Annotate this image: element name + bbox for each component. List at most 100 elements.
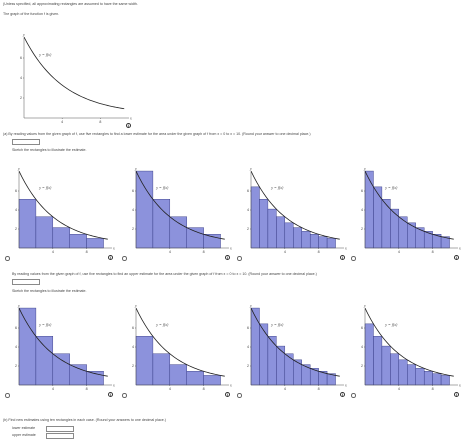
approximating-rectangle bbox=[267, 336, 277, 386]
y-tick-label: 6 bbox=[132, 326, 134, 330]
y-tick-label: 2 bbox=[247, 227, 249, 231]
function-label: y = f(x) bbox=[38, 322, 52, 327]
x-tick-label: 8 bbox=[86, 250, 88, 254]
approximating-rectangle bbox=[423, 371, 433, 386]
approximating-rectangle bbox=[390, 353, 400, 386]
function-curve bbox=[18, 307, 108, 377]
approximating-rectangle bbox=[152, 199, 171, 249]
option-graph: 6 4 2 4 8 y x y = f(x) bbox=[361, 303, 461, 391]
function-label: y = f(x) bbox=[270, 322, 284, 327]
x-axis-label: x bbox=[129, 116, 132, 121]
y-axis-label: y bbox=[17, 166, 20, 171]
y-tick-label: 6 bbox=[361, 189, 363, 193]
x-tick-label: 4 bbox=[169, 250, 171, 254]
option-graph: 6 4 2 4 8 y x y = f(x) bbox=[132, 303, 232, 391]
x-axis-label: x bbox=[458, 246, 461, 251]
approximating-rectangle bbox=[309, 234, 319, 249]
info-icon[interactable]: i bbox=[225, 255, 230, 260]
function-curve bbox=[364, 170, 454, 240]
approximating-rectangle bbox=[364, 323, 374, 386]
approximating-rectangle bbox=[52, 227, 70, 249]
y-tick-label: 4 bbox=[15, 345, 17, 349]
y-axis-label: y bbox=[249, 303, 252, 308]
info-icon[interactable]: i bbox=[108, 255, 113, 260]
function-curve bbox=[135, 307, 225, 377]
function-curve bbox=[250, 307, 340, 377]
approximating-rectangle bbox=[318, 236, 328, 249]
x-tick-label: 4 bbox=[169, 387, 171, 391]
approximating-rectangle bbox=[373, 186, 383, 249]
approximating-rectangle bbox=[373, 336, 383, 386]
approximating-rectangle bbox=[432, 373, 442, 386]
y-tick-label: 6 bbox=[247, 326, 249, 330]
approximating-rectangle bbox=[69, 234, 87, 249]
info-icon[interactable]: i bbox=[108, 392, 113, 397]
info-icon[interactable]: i bbox=[340, 392, 345, 397]
info-icon[interactable]: i bbox=[454, 392, 459, 397]
info-icon[interactable]: i bbox=[454, 255, 459, 260]
function-curve bbox=[18, 170, 108, 240]
y-axis-label: y bbox=[363, 166, 366, 171]
option-radio-button[interactable] bbox=[237, 393, 242, 398]
y-tick-label: 2 bbox=[20, 96, 22, 100]
part-c-question: (b) Find new estimates using ten rectang… bbox=[3, 418, 166, 422]
upper-estimate-input[interactable] bbox=[46, 433, 74, 439]
function-curve bbox=[364, 307, 454, 377]
option-radio-button[interactable] bbox=[351, 393, 356, 398]
part-a-question: (a) By reading values from the given gra… bbox=[3, 132, 311, 136]
info-icon[interactable]: i bbox=[340, 255, 345, 260]
option-graph: 6 4 2 4 8 y x y = f(x) bbox=[132, 166, 232, 254]
approximating-rectangle bbox=[326, 238, 336, 249]
approximating-rectangle bbox=[440, 375, 450, 386]
y-tick-label: 6 bbox=[15, 189, 17, 193]
y-tick-label: 4 bbox=[15, 208, 17, 212]
function-label: y = f(x) bbox=[38, 185, 52, 190]
info-icon[interactable]: i bbox=[126, 123, 131, 128]
part-a-answer-input[interactable] bbox=[12, 139, 40, 145]
y-tick-label: 6 bbox=[20, 56, 22, 60]
option-radio-button[interactable] bbox=[122, 393, 127, 398]
approximating-rectangle bbox=[169, 364, 187, 386]
option-radio-button[interactable] bbox=[5, 393, 10, 398]
x-tick-label: 4 bbox=[61, 120, 63, 124]
intro-note: (Unless specified, all approximating rec… bbox=[3, 2, 138, 6]
approximating-rectangle bbox=[276, 345, 286, 386]
function-curve bbox=[250, 170, 340, 240]
x-axis-label: x bbox=[458, 383, 461, 388]
approximating-rectangle bbox=[186, 371, 204, 386]
lower-estimate-input[interactable] bbox=[46, 426, 74, 432]
info-icon[interactable]: i bbox=[225, 392, 230, 397]
approximating-rectangle bbox=[364, 170, 374, 249]
option-graph: 6 4 2 4 8 y x y = f(x) bbox=[15, 303, 115, 391]
approximating-rectangle bbox=[267, 208, 277, 249]
x-tick-label: 8 bbox=[99, 120, 101, 124]
part-b-answer-input[interactable] bbox=[12, 279, 40, 285]
y-axis-label: y bbox=[363, 303, 366, 308]
option-radio-button[interactable] bbox=[5, 256, 10, 261]
part-b-sketch-prompt: Sketch the rectangles to illustrate the … bbox=[12, 289, 87, 293]
approximating-rectangle bbox=[35, 336, 54, 386]
function-curve bbox=[135, 170, 225, 240]
function-label: y = f(x) bbox=[270, 185, 284, 190]
option-radio-button[interactable] bbox=[122, 256, 127, 261]
part-b-question: By reading values from the given graph o… bbox=[12, 272, 317, 276]
option-graph: 6 4 2 4 8 y x y = f(x) bbox=[15, 166, 115, 254]
intro-graph-text: The graph of the function f is given. bbox=[3, 12, 60, 16]
approximating-rectangle bbox=[259, 199, 269, 249]
x-tick-label: 4 bbox=[398, 250, 400, 254]
approximating-rectangle bbox=[381, 199, 391, 249]
x-tick-label: 8 bbox=[86, 387, 88, 391]
option-radio-button[interactable] bbox=[351, 256, 356, 261]
x-tick-label: 8 bbox=[203, 387, 205, 391]
approximating-rectangle bbox=[293, 227, 302, 249]
x-axis-label: x bbox=[344, 383, 347, 388]
function-label: y = f(x) bbox=[38, 52, 52, 57]
x-tick-label: 8 bbox=[432, 387, 434, 391]
approximating-rectangle bbox=[259, 323, 269, 386]
y-tick-label: 2 bbox=[132, 227, 134, 231]
y-tick-label: 4 bbox=[361, 208, 363, 212]
x-tick-label: 4 bbox=[52, 250, 54, 254]
main-function-graph: 6 4 2 4 8 y x y = f(x) bbox=[20, 32, 132, 124]
approximating-rectangle bbox=[69, 364, 87, 386]
option-radio-button[interactable] bbox=[237, 256, 242, 261]
